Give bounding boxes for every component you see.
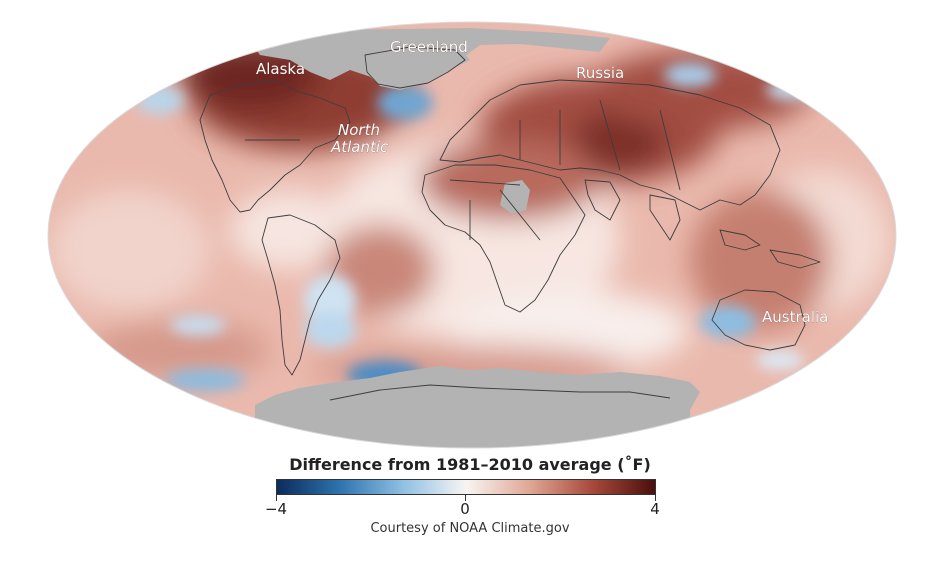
globe-outline — [47, 21, 897, 449]
label-north-atlantic-line2: Atlantic — [330, 138, 389, 156]
greenland-no-data — [360, 44, 470, 90]
africa-no-data — [500, 180, 530, 214]
label-russia: Russia — [576, 64, 624, 82]
legend-mid-label: 0 — [460, 500, 470, 518]
legend-colorbar — [276, 479, 656, 495]
legend-min-label: −4 — [264, 500, 288, 518]
label-greenland: Greenland — [390, 38, 468, 56]
legend-max-label: 4 — [650, 500, 660, 518]
legend-tick-mid — [465, 494, 466, 501]
label-alaska: Alaska — [256, 60, 305, 78]
credit-line: Courtesy of NOAA Climate.gov — [370, 521, 570, 536]
antarctica-no-data — [255, 366, 700, 448]
legend-tick-max — [655, 494, 656, 501]
label-north-atlantic-line1: North — [338, 121, 380, 139]
legend-tick-min — [276, 494, 277, 501]
label-australia: Australia — [762, 308, 828, 326]
legend-title: Difference from 1981–2010 average (˚F) — [289, 455, 651, 474]
world-temperature-anomaly-map: Alaska Greenland Russia North Atlantic A… — [47, 21, 897, 449]
